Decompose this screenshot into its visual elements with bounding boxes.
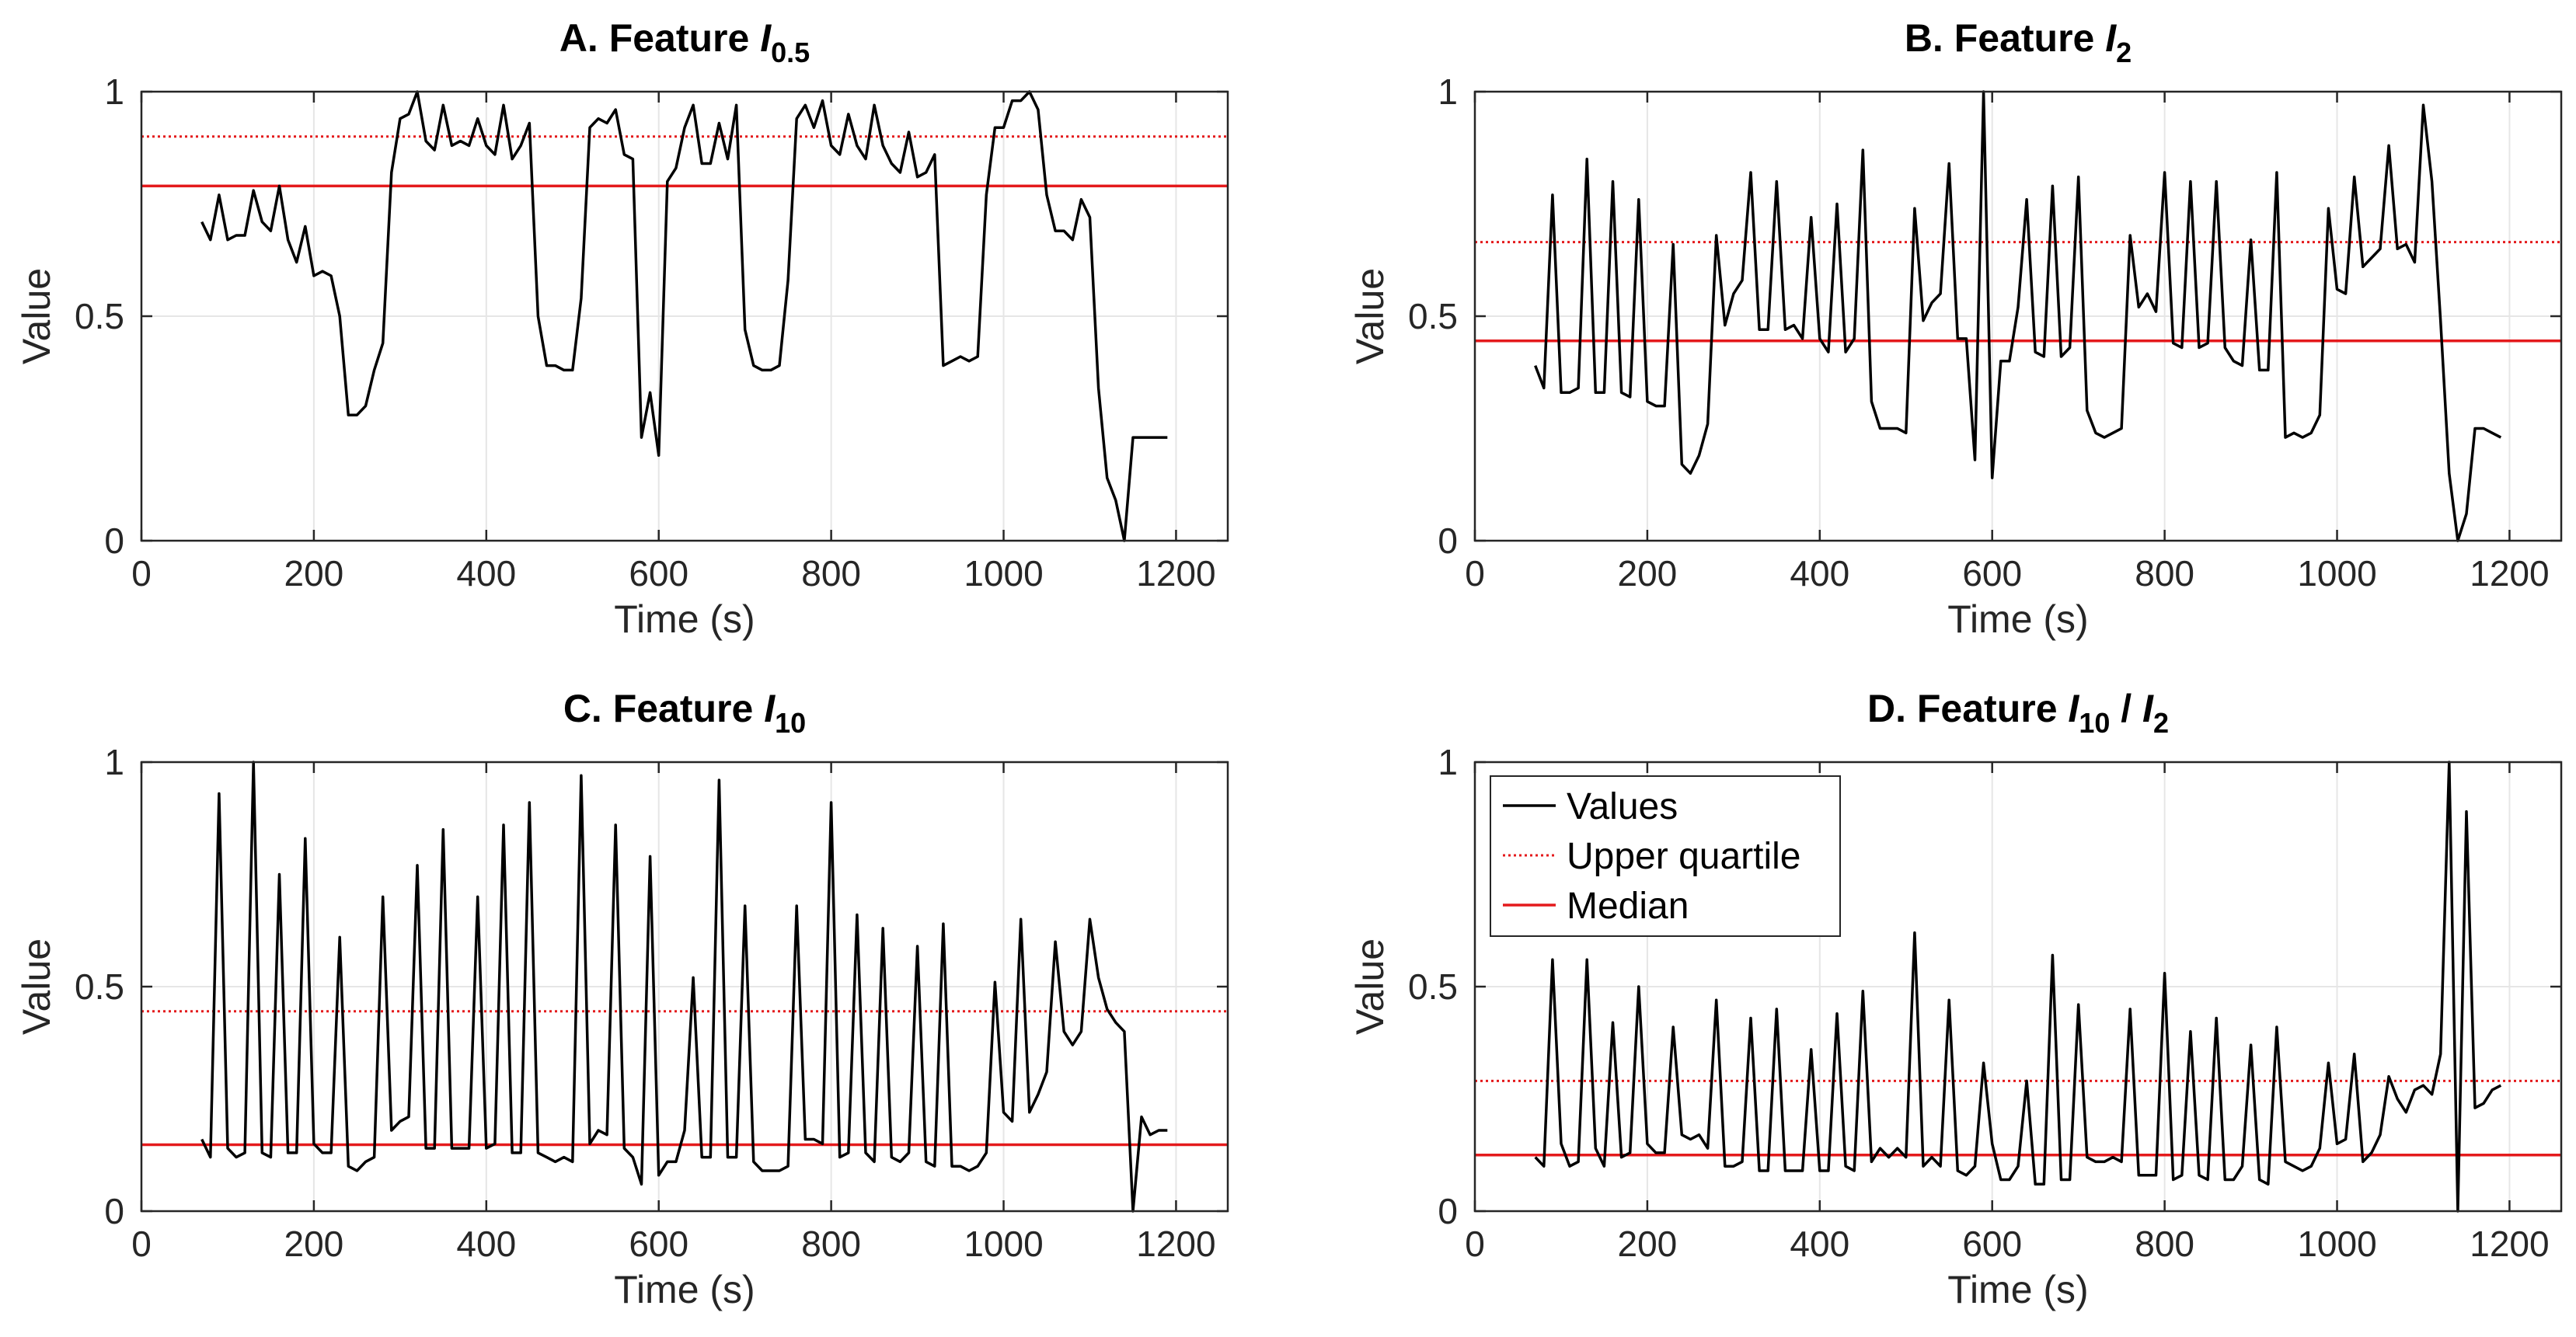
x-tick-label: 0 (131, 553, 152, 594)
x-tick-label: 200 (284, 553, 344, 594)
y-tick-label: 1 (104, 742, 124, 782)
title-feature-subscript: 10 (775, 707, 806, 739)
legend: Values Upper quartile Median (1490, 775, 1841, 937)
y-axis-label: Value (1348, 938, 1392, 1035)
title-feature: I (2068, 687, 2079, 730)
title-feature-subscript: 10 (2079, 707, 2110, 739)
title-feature-subscript: 2 (2116, 37, 2132, 68)
chart-panel-a: 0 200 400 600 800 1000 1200 0 0.5 1 Time (s) Value A… (15, 16, 1229, 641)
y-tick-label: 0 (104, 1191, 124, 1231)
title-separator: / (2110, 687, 2142, 730)
values-series-line (1534, 90, 2502, 542)
title-prefix: D. Feature (1867, 687, 2068, 730)
x-tick-label: 200 (1618, 1224, 1678, 1264)
title-feature-subscript: 0.5 (771, 37, 810, 68)
x-tick-label: 600 (629, 1224, 688, 1264)
y-tick-label: 0.5 (75, 296, 124, 336)
x-axis-label: Time (s) (614, 1268, 755, 1311)
chart-title: D. Feature I10 / I2 (1867, 687, 2169, 739)
title-prefix: A. Feature (559, 16, 760, 60)
y-tick-label: 0.5 (1408, 966, 1458, 1007)
title-feature: I (764, 687, 776, 730)
y-axis-label: Value (15, 268, 58, 364)
title-feature: I (2105, 16, 2117, 60)
y-tick-label: 0 (1438, 521, 1458, 561)
x-tick-label: 800 (801, 1224, 861, 1264)
y-axis-label: Value (1348, 268, 1392, 364)
y-tick-label: 0.5 (1408, 296, 1458, 336)
legend-label: Values (1567, 786, 1678, 827)
y-tick-label: 1 (1438, 71, 1458, 112)
x-tick-label: 400 (1790, 1224, 1849, 1264)
values-series-line (200, 761, 1168, 1213)
x-tick-label: 400 (456, 553, 516, 594)
chart-title: A. Feature I0.5 (559, 16, 810, 68)
x-tick-label: 200 (284, 1224, 344, 1264)
x-tick-label: 1200 (2470, 1224, 2549, 1264)
legend-label: Median (1567, 886, 1689, 927)
chart-panel-d: 0 200 400 600 800 1000 1200 0 0.5 1 Time (s) Value D… (1348, 687, 2563, 1311)
x-axis-label: Time (s) (1947, 597, 2088, 641)
x-tick-label: 400 (1790, 553, 1849, 594)
x-tick-label: 800 (2135, 1224, 2194, 1264)
title-prefix: B. Feature (1905, 16, 2105, 60)
x-tick-label: 200 (1618, 553, 1678, 594)
x-tick-label: 1200 (2470, 553, 2549, 594)
x-tick-label: 400 (456, 1224, 516, 1264)
chart-panel-b: 0 200 400 600 800 1000 1200 0 0.5 1 Time (s) Value B… (1348, 16, 2563, 641)
x-tick-label: 1000 (2297, 553, 2376, 594)
chart-title: C. Feature I10 (563, 687, 806, 739)
x-tick-label: 1200 (1136, 1224, 1215, 1264)
title-feature: I (760, 16, 772, 60)
x-tick-label: 600 (1962, 1224, 2022, 1264)
x-axis-label: Time (s) (614, 597, 755, 641)
x-tick-label: 1000 (964, 553, 1043, 594)
chart-panel-c: 0 200 400 600 800 1000 1200 0 0.5 1 Time (s) Value C… (15, 687, 1229, 1311)
y-tick-label: 0 (104, 521, 124, 561)
y-tick-label: 0.5 (75, 966, 124, 1007)
chart-title: B. Feature I2 (1905, 16, 2132, 68)
y-tick-label: 1 (104, 71, 124, 112)
x-tick-label: 1200 (1136, 553, 1215, 594)
y-axis-label: Value (15, 938, 58, 1035)
x-axis-label: Time (s) (1947, 1268, 2088, 1311)
x-tick-label: 600 (629, 553, 688, 594)
title-feature-2: I (2142, 687, 2154, 730)
title-prefix: C. Feature (563, 687, 764, 730)
x-tick-label: 0 (1465, 553, 1485, 594)
x-tick-label: 1000 (964, 1224, 1043, 1264)
x-tick-label: 0 (131, 1224, 152, 1264)
x-tick-label: 1000 (2297, 1224, 2376, 1264)
x-tick-label: 800 (2135, 553, 2194, 594)
values-series-line (1534, 761, 2502, 1213)
y-tick-label: 0 (1438, 1191, 1458, 1231)
x-tick-label: 800 (801, 553, 861, 594)
values-series-line (200, 90, 1168, 542)
x-tick-label: 600 (1962, 553, 2022, 594)
x-tick-label: 0 (1465, 1224, 1485, 1264)
title-feature-2-subscript: 2 (2153, 707, 2169, 739)
legend-label: Upper quartile (1567, 836, 1801, 877)
y-tick-label: 1 (1438, 742, 1458, 782)
